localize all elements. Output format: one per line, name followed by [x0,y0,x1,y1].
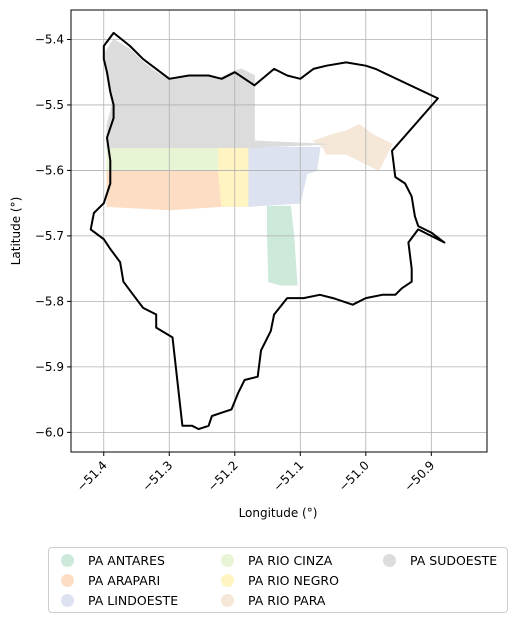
legend-item: PA SUDOESTE [383,553,497,568]
grid-layer [71,10,487,452]
legend-label: PA RIO PARA [248,593,326,608]
legend-swatch [221,554,234,567]
legend-item: PA LINDOESTE [61,593,178,608]
legend-item: PA ANTARES [61,553,165,568]
boundary-layer [89,31,446,431]
y-tick-label: −5.6 [35,163,64,177]
x-axis-label: Longitude (°) [239,506,318,520]
legend-swatch [383,554,396,567]
legend-label: PA ANTARES [88,553,165,568]
legend-swatch [221,594,234,607]
axes-frame [70,9,488,453]
legend-label: PA LINDOESTE [88,593,179,608]
region-pa-arapari [106,169,223,211]
y-tick-label: −5.8 [35,294,64,308]
y-axis-label: Latitude (°) [9,197,23,266]
legend-label: PA RIO CINZA [248,553,333,568]
legend: PA ANTARES PA ARAPARI PA LINDOESTE PA RIO C… [48,547,508,613]
y-ticks: −5.4 −5.5 −5.6 −5.7 −5.8 −5.9 −6.0 [35,32,71,439]
y-tick-label: −6.0 [35,425,64,439]
legend-swatch [61,554,74,567]
y-tick-label: −5.4 [35,32,64,46]
region-pa-lindoeste [247,147,321,207]
legend-item: PA RIO NEGRO [221,573,339,588]
legend-item: PA RIO CINZA [221,553,332,568]
x-ticks: −51.4 −51.3 −51.2 −51.1 −51.0 −50.9 [74,452,437,494]
legend-item: PA ARAPARI [61,573,160,588]
x-tick-label: −51.0 [336,458,372,494]
legend-label: PA SUDOESTE [410,553,498,568]
legend-swatch [221,574,234,587]
x-tick-label: −51.1 [271,458,307,494]
x-tick-label: −51.4 [74,458,110,494]
region-pa-rio-para [312,124,393,172]
x-tick-label: −51.3 [139,458,175,494]
x-tick-label: −50.9 [402,458,438,494]
legend-label: PA RIO NEGRO [248,573,339,588]
legend-label: PA ARAPARI [88,573,161,588]
region-pa-sudoeste [104,38,327,148]
legend-swatch [61,574,74,587]
legend-item: PA RIO PARA [221,593,325,608]
region-layer [104,38,393,286]
legend-swatch [61,594,74,607]
x-tick-label: −51.2 [205,458,241,494]
region-pa-rio-negro [217,147,249,207]
municipality-boundary [89,31,446,431]
y-tick-label: −5.9 [35,360,64,374]
region-pa-antares [267,205,298,286]
y-tick-label: −5.7 [35,229,64,243]
region-pa-rio-cinza [106,147,219,171]
y-tick-label: −5.5 [35,98,64,112]
